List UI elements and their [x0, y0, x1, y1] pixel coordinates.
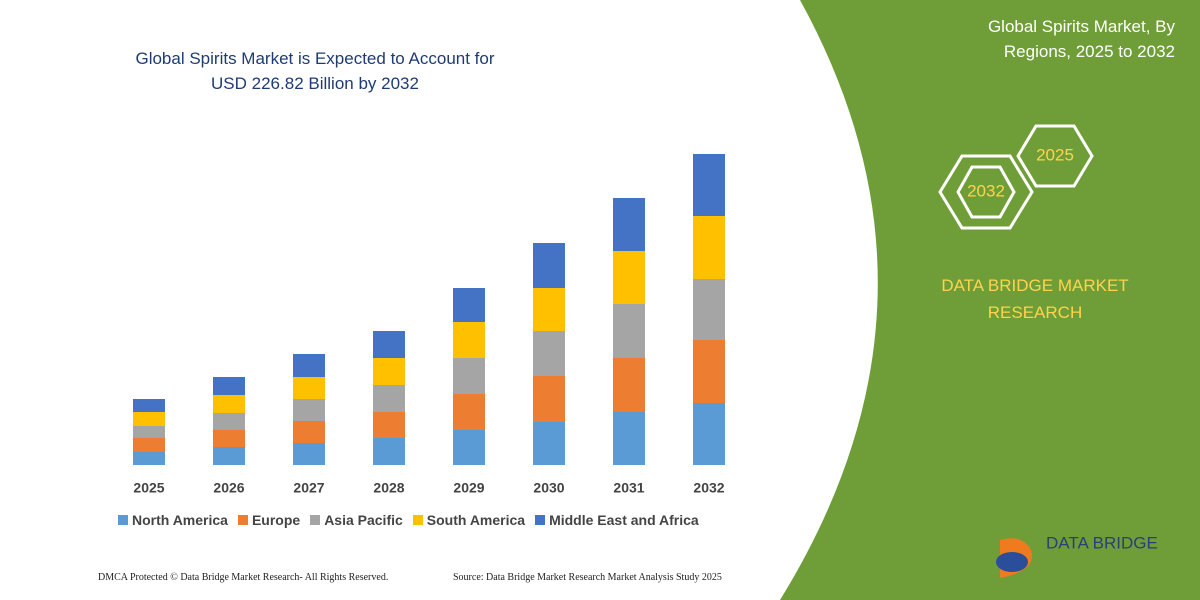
bar-segment	[613, 251, 645, 304]
bar-segment	[133, 399, 165, 412]
bar-segment	[293, 443, 325, 465]
bar-segment	[133, 426, 165, 438]
bar-segment	[293, 421, 325, 443]
bar-segment	[293, 377, 325, 399]
badge: 2025	[1036, 145, 1074, 164]
x-tick-label: 2026	[213, 480, 244, 496]
bar-segment	[133, 452, 165, 465]
legend-label: North America	[132, 512, 228, 528]
bar-segment	[213, 413, 245, 430]
bar-segment	[453, 358, 485, 394]
x-tick-label: 2031	[613, 480, 644, 496]
legend-swatch	[310, 515, 321, 525]
bar-segment	[373, 438, 405, 465]
bar-segment	[133, 438, 165, 452]
x-tick-label: 2027	[293, 480, 324, 496]
legend-item: Middle East and Africa	[535, 512, 699, 528]
x-tick-label: 2029	[453, 480, 484, 496]
bar-segment	[533, 288, 565, 331]
bar-segment	[453, 288, 485, 322]
panel-title: Global Spirits Market, By Regions, 2025 …	[987, 17, 1175, 61]
bar-segment	[533, 331, 565, 376]
legend-item: Asia Pacific	[310, 512, 403, 528]
bar-segment	[533, 243, 565, 288]
legend-label: South America	[426, 512, 526, 528]
logo-text: DATA BRIDGE	[1046, 533, 1158, 552]
legend-swatch	[118, 515, 128, 525]
hexagon	[956, 165, 1016, 219]
legend-swatch	[412, 515, 423, 525]
legend-item: South America	[412, 512, 526, 528]
x-tick-label: 2028	[373, 480, 404, 496]
bar-segment	[133, 412, 165, 426]
bar-segment	[293, 354, 325, 377]
bar-segment	[373, 412, 405, 438]
bar-segment	[453, 322, 485, 358]
bar-segment	[533, 422, 565, 465]
bar-segment	[373, 358, 405, 385]
legend-label: Middle East and Africa	[549, 512, 699, 528]
chart-title: Global Spirits Market is Expected to Acc…	[135, 49, 495, 93]
bar-segment	[293, 399, 325, 421]
bar-segment	[453, 394, 485, 430]
bar-segment	[693, 154, 725, 216]
hexagon	[1016, 124, 1094, 188]
bar-segment	[373, 331, 405, 358]
hexagon	[938, 154, 1034, 230]
legend-swatch	[237, 515, 248, 525]
bar-segment	[213, 430, 245, 447]
footer-source: Source: Data Bridge Market Research Mark…	[453, 572, 722, 583]
logo-icon	[996, 552, 1028, 572]
bar-segment	[213, 447, 245, 465]
bar-segment	[693, 340, 725, 403]
bar-segment	[213, 395, 245, 413]
green-panel	[780, 0, 1200, 600]
legend-label: Europe	[251, 512, 301, 528]
legend-label: Asia Pacific	[324, 512, 403, 528]
legend-swatch	[535, 515, 546, 525]
legend-item: Europe	[237, 512, 301, 528]
bar-segment	[213, 377, 245, 395]
badge: 2032	[967, 181, 1005, 200]
bar-segment	[533, 376, 565, 422]
x-tick-label: 2030	[533, 480, 564, 496]
bar-segment	[613, 198, 645, 251]
legend-item: North America	[118, 512, 228, 528]
bar-segment	[613, 304, 645, 358]
x-tick-label: 2025	[133, 480, 164, 496]
bar-segment	[373, 385, 405, 412]
x-tick-label: 2032	[693, 480, 724, 496]
brand: DATA BRIDGE MARKET RESEARCH	[941, 276, 1129, 322]
legend: North America Europe Asia Pacific South Ame…	[118, 512, 699, 528]
bar-segment	[693, 216, 725, 279]
bar-segment	[693, 279, 725, 340]
bar-segment	[613, 358, 645, 412]
footer-rights: DMCA Protected © Data Bridge Market Rese…	[98, 572, 389, 583]
bar-segment	[453, 430, 485, 465]
bar-segment	[613, 412, 645, 465]
bar-segment	[693, 403, 725, 465]
